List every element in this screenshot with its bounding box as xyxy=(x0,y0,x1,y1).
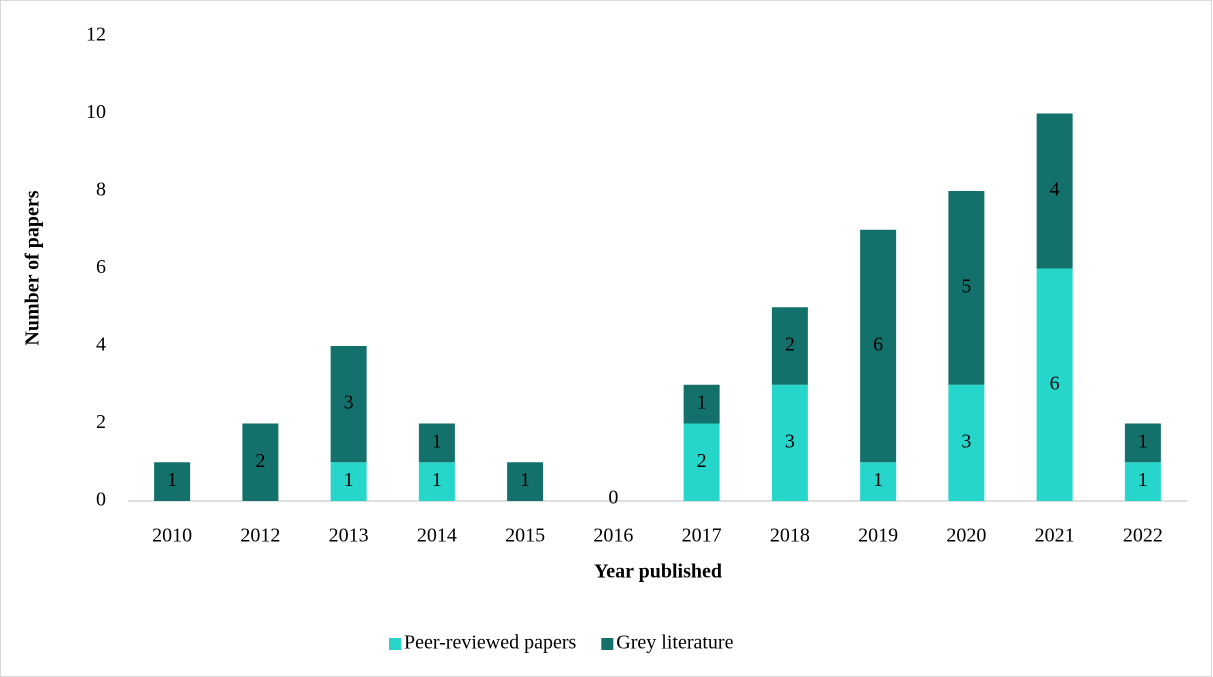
bar-segment xyxy=(771,307,808,385)
bar-segment xyxy=(330,346,367,463)
data-label: 2 xyxy=(255,450,265,472)
data-label: 2 xyxy=(697,450,707,472)
bar-segment xyxy=(1036,113,1073,269)
bar-segment xyxy=(948,191,985,385)
x-tick-label: 2019 xyxy=(858,525,898,547)
x-tick-label: 2015 xyxy=(505,525,545,547)
legend-label: Grey literature xyxy=(616,632,733,654)
data-label: 4 xyxy=(1050,179,1060,201)
x-tick-label: 2010 xyxy=(152,525,192,547)
y-tick-label: 12 xyxy=(86,24,106,46)
bar-segment xyxy=(771,384,808,501)
y-axis-label: Number of papers xyxy=(22,190,44,345)
y-tick-label: 4 xyxy=(96,334,106,356)
data-label: 1 xyxy=(520,469,530,491)
data-label: 1 xyxy=(697,392,707,414)
x-tick-label: 2013 xyxy=(329,525,369,547)
bar-segment xyxy=(860,229,897,463)
legend-swatch xyxy=(601,638,614,650)
bar-segment xyxy=(1036,268,1073,501)
x-tick-label: 2018 xyxy=(770,525,810,547)
data-label: 5 xyxy=(961,275,971,297)
x-tick-label: 2022 xyxy=(1123,525,1163,547)
data-label: 3 xyxy=(785,430,795,452)
bar-segment xyxy=(330,462,367,501)
data-label: 3 xyxy=(961,430,971,452)
legend-swatch xyxy=(389,638,401,650)
bar-segment xyxy=(507,462,544,501)
x-tick-label: 2016 xyxy=(593,525,633,547)
bar-segment xyxy=(683,423,720,501)
y-tick-label: 6 xyxy=(96,256,106,278)
x-tick-label: 2021 xyxy=(1035,525,1075,547)
data-label: 6 xyxy=(873,334,883,356)
data-label: 3 xyxy=(344,392,354,414)
y-tick-label: 2 xyxy=(96,411,106,433)
bar-segment xyxy=(1124,423,1161,463)
bar-segment xyxy=(418,462,455,501)
legend-label: Peer-reviewed papers xyxy=(404,632,577,654)
bar-segment xyxy=(242,423,279,501)
bar-segment xyxy=(948,384,985,501)
data-label: 1 xyxy=(432,430,442,452)
bar-segment xyxy=(683,384,720,424)
x-axis-label: Year published xyxy=(594,561,722,583)
x-tick-label: 2014 xyxy=(417,525,457,547)
data-label: 1 xyxy=(432,469,442,491)
data-label: 1 xyxy=(1138,430,1148,452)
y-tick-label: 10 xyxy=(86,101,106,123)
bar-segment xyxy=(418,423,455,463)
data-label: 1 xyxy=(167,469,177,491)
x-tick-label: 2020 xyxy=(946,525,986,547)
y-tick-label: 0 xyxy=(96,489,106,511)
x-tick-label: 2017 xyxy=(682,525,722,547)
bar-segment xyxy=(860,462,897,501)
data-label: 1 xyxy=(873,469,883,491)
x-tick-label: 2012 xyxy=(240,525,280,547)
data-label: 1 xyxy=(344,469,354,491)
data-label: 0 xyxy=(608,487,618,509)
bar-segment xyxy=(1124,462,1161,501)
y-tick-label: 8 xyxy=(96,179,106,201)
data-label: 1 xyxy=(1138,469,1148,491)
bar-segment xyxy=(154,462,191,501)
data-label: 2 xyxy=(785,334,795,356)
data-label: 6 xyxy=(1050,372,1060,394)
